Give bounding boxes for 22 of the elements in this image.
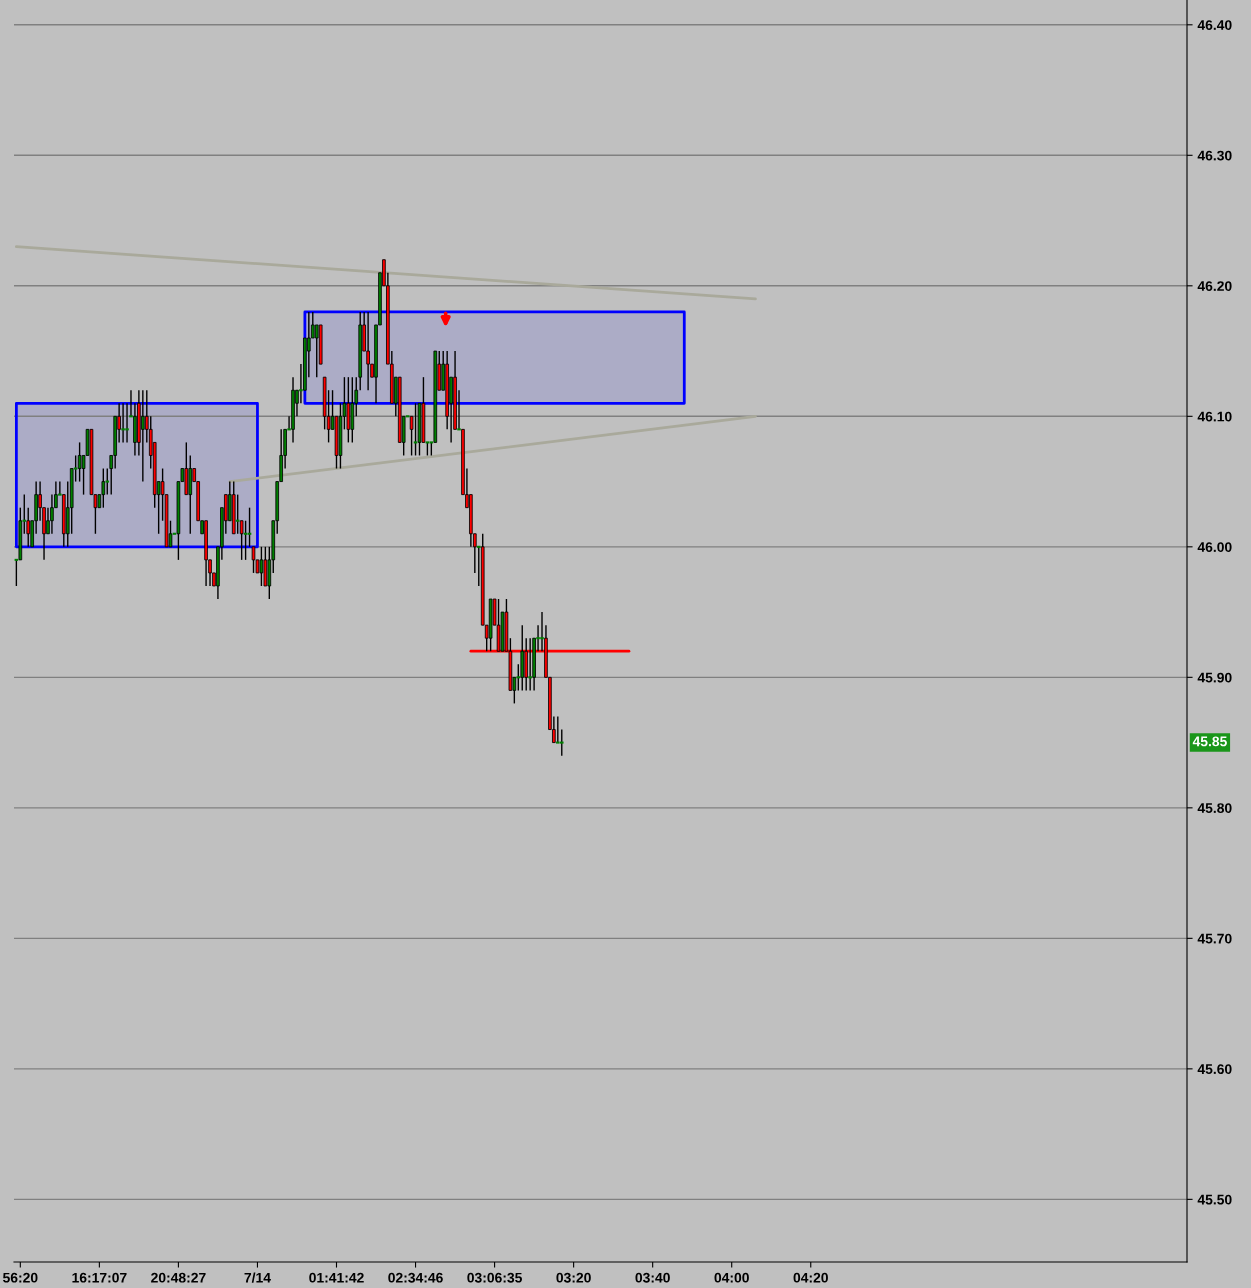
x-tick-label: 20:48:27 — [151, 1272, 206, 1283]
y-tick-label: 46.00 — [1197, 542, 1232, 552]
y-tick-label: 45.50 — [1197, 1194, 1232, 1205]
y-tick-label: 45.90 — [1197, 672, 1232, 683]
y-tick-label: 46.30 — [1197, 150, 1232, 161]
y-tick-label: 45.60 — [1197, 1064, 1232, 1075]
y-tick-label: 46.40 — [1197, 20, 1232, 30]
x-tick-label: 03:20 — [556, 1272, 591, 1283]
x-tick-label: 04:00 — [714, 1272, 749, 1283]
y-tick-label: 45.70 — [1197, 933, 1232, 944]
annotation: 45.85 — [1192, 736, 1227, 747]
x-tick-label: 04:20 — [793, 1272, 828, 1283]
y-tick-label: 46.20 — [1197, 281, 1232, 291]
x-tick-label: 01:41:42 — [309, 1272, 364, 1283]
x-tick-label: 56:20 — [2, 1272, 38, 1283]
x-tick-label: 7/14 — [244, 1272, 271, 1283]
y-tick-label: 45.80 — [1197, 803, 1232, 814]
x-tick-label: 03:40 — [635, 1272, 670, 1283]
x-tick-label: 03:06:35 — [467, 1272, 522, 1283]
x-tick-label: 16:17:07 — [72, 1272, 127, 1283]
y-tick-label: 46.10 — [1197, 411, 1232, 422]
x-tick-label: 02:34:46 — [388, 1272, 443, 1283]
